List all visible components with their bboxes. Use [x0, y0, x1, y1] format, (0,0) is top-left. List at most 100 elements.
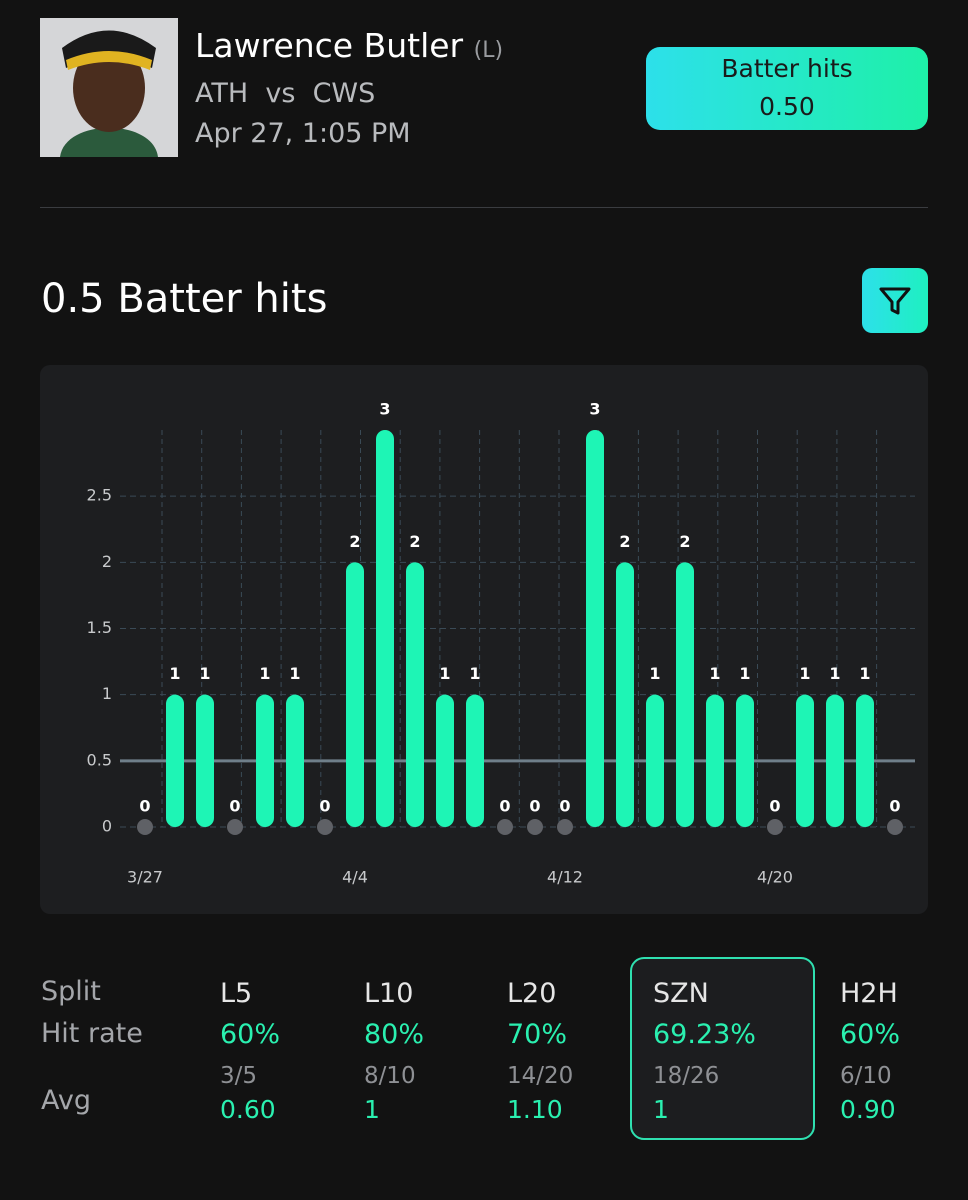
row-label: Split — [41, 976, 101, 1007]
split-name: L10 — [364, 978, 414, 1009]
value-label: 2 — [619, 532, 630, 551]
value-label: 0 — [139, 797, 150, 816]
avatar — [40, 18, 178, 157]
bar — [166, 694, 184, 827]
bar — [826, 694, 844, 827]
value-label: 1 — [649, 664, 660, 683]
bar — [706, 694, 724, 827]
split-name: SZN — [653, 978, 709, 1009]
zero-marker — [557, 819, 573, 835]
fraction: 3/5 — [220, 1063, 258, 1089]
x-tick-label: 4/12 — [547, 868, 583, 887]
bar — [616, 562, 634, 827]
filter-button[interactable] — [862, 268, 928, 333]
value-label: 0 — [889, 797, 900, 816]
hand: (L) — [473, 38, 504, 63]
chart-panel: 0 0.5 1 1.5 2 2.5 3/27 0 1 1 0 1 1 0 4/4 2 3 2 1 1 0 0 4/12 0 3 2… — [40, 365, 928, 914]
average: 1 — [364, 1095, 380, 1124]
bar — [286, 694, 304, 827]
zero-marker — [227, 819, 243, 835]
value-label: 0 — [529, 797, 540, 816]
fraction: 14/20 — [507, 1063, 574, 1089]
value-label: 1 — [859, 664, 870, 683]
bar — [196, 694, 214, 827]
y-tick-label: 1 — [102, 684, 112, 703]
x-tick-label: 4/20 — [757, 868, 793, 887]
zero-marker — [887, 819, 903, 835]
selected-split — [630, 957, 815, 1140]
value-label: 0 — [769, 797, 780, 816]
bar — [646, 694, 664, 827]
value-label: 2 — [349, 532, 360, 551]
bar — [256, 694, 274, 827]
value-label: 1 — [469, 664, 480, 683]
value-label: 1 — [199, 664, 210, 683]
average: 0.90 — [840, 1095, 896, 1124]
bar — [346, 562, 364, 827]
value-label: 1 — [829, 664, 840, 683]
bar — [676, 562, 694, 827]
split-name: L20 — [507, 978, 557, 1009]
separator — [40, 207, 928, 208]
hit-rate: 60% — [840, 1019, 901, 1050]
average: 0.60 — [220, 1095, 276, 1124]
player-name: Lawrence Butler (L) — [195, 26, 503, 65]
value-label: 1 — [259, 664, 270, 683]
prop-badge[interactable]: Batter hits 0.50 — [646, 47, 928, 130]
bar — [436, 694, 454, 827]
value-label: 1 — [739, 664, 750, 683]
x-tick-label: 3/27 — [127, 868, 163, 887]
badge-label: Batter hits — [721, 54, 853, 83]
value-label: 1 — [289, 664, 300, 683]
fraction: 8/10 — [364, 1063, 416, 1089]
vs: vs — [265, 78, 296, 109]
y-tick-label: 1.5 — [87, 618, 112, 637]
team: ATH — [195, 78, 249, 109]
bar — [406, 562, 424, 827]
player-photo — [40, 18, 178, 157]
y-tick-label: 0 — [102, 817, 112, 836]
opponent: CWS — [312, 78, 376, 109]
value-label: 1 — [709, 664, 720, 683]
value-label: 0 — [499, 797, 510, 816]
hit-rate: 60% — [220, 1019, 281, 1050]
value-label: 1 — [169, 664, 180, 683]
split-name: L5 — [220, 978, 253, 1009]
value-label: 0 — [559, 797, 570, 816]
fraction: 6/10 — [840, 1063, 892, 1089]
value-label: 3 — [379, 400, 390, 419]
bar — [736, 694, 754, 827]
zero-marker — [767, 819, 783, 835]
hit-rate: 80% — [364, 1019, 425, 1050]
bar — [376, 430, 394, 827]
bar — [856, 694, 874, 827]
value-label: 1 — [439, 664, 450, 683]
row-label: Avg — [41, 1085, 92, 1116]
value-label: 2 — [409, 532, 420, 551]
x-tick-label: 4/4 — [342, 868, 368, 887]
average: 1 — [653, 1095, 669, 1124]
fraction: 18/26 — [653, 1063, 720, 1089]
value-label: 3 — [589, 400, 600, 419]
value-label: 0 — [229, 797, 240, 816]
bar — [586, 430, 604, 827]
hit-rate: 69.23% — [653, 1019, 756, 1050]
zero-marker — [137, 819, 153, 835]
badge-value: 0.50 — [759, 92, 815, 121]
value-label: 0 — [319, 797, 330, 816]
game-time: Apr 27, 1:05 PM — [195, 118, 411, 149]
y-tick-label: 0.5 — [87, 750, 112, 769]
average: 1.10 — [507, 1095, 563, 1124]
bar — [796, 694, 814, 827]
zero-marker — [497, 819, 513, 835]
bar — [466, 694, 484, 827]
split-name: H2H — [840, 978, 898, 1009]
chart-title: 0.5 Batter hits — [41, 276, 328, 322]
y-tick-label: 2 — [102, 552, 112, 571]
value-label: 2 — [679, 532, 690, 551]
hit-rate: 70% — [507, 1019, 568, 1050]
filter-icon — [879, 287, 911, 315]
value-label: 1 — [799, 664, 810, 683]
